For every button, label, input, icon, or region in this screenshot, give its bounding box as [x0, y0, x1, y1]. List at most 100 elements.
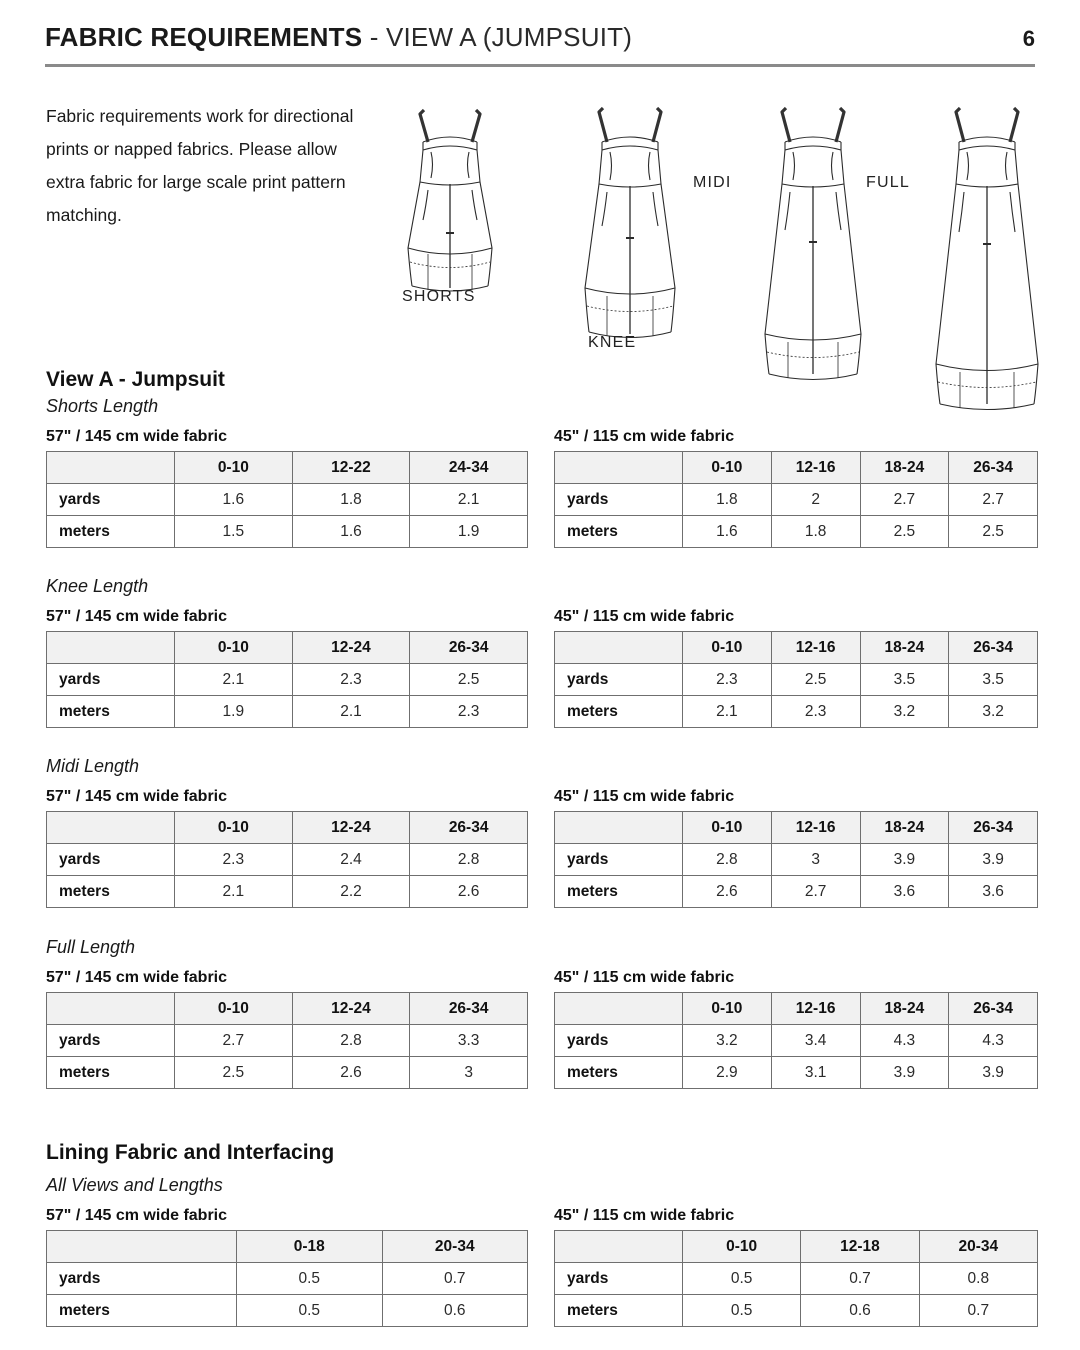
value-cell-yards: 1.6: [174, 483, 293, 516]
value-cell-meters: 3.6: [948, 875, 1038, 908]
table-header-row: 0-18 20-34: [46, 1230, 528, 1263]
fabric-width-45-knee-length: 45" / 115 cm wide fabric: [554, 608, 735, 625]
full-figure: [920, 102, 1055, 427]
value-cell-yards: 2.3: [291, 663, 411, 696]
table-corner-cell: [46, 811, 175, 844]
size-header-cell: 0-18: [236, 1230, 383, 1263]
size-header-cell: 26-34: [948, 631, 1038, 664]
size-header-cell: 0-10: [682, 992, 772, 1025]
table-wrap-57-midi-length: 0-10 12-24 26-34 yards 2.3 2.4 2.8 meters 2.1 2.2…: [46, 811, 528, 908]
table-corner-cell: [46, 631, 175, 664]
length-title-midi-length: Midi Length: [46, 756, 140, 776]
length-title-knee-length: Knee Length: [46, 576, 149, 596]
table-header-row: 0-10 12-24 26-34: [46, 992, 528, 1025]
row-label-meters: meters: [46, 695, 175, 728]
table-row: meters 0.5 0.6 0.7: [554, 1294, 1038, 1327]
table-row: yards 3.2 3.4 4.3 4.3: [554, 1024, 1038, 1057]
value-cell-yards: 2.7: [174, 1024, 293, 1057]
size-header-cell: 0-10: [174, 451, 293, 484]
value-cell-meters: 0.5: [681, 1294, 802, 1327]
value-cell-yards: 2.3: [174, 843, 293, 876]
table-row: meters 1.6 1.8 2.5 2.5: [554, 515, 1038, 548]
size-header-cell: 12-24: [291, 811, 411, 844]
size-header-cell: 26-34: [948, 811, 1038, 844]
lining-right-width-label-wrap: 45" / 115 cm wide fabric: [554, 1207, 734, 1225]
lining-right-fabric-width: 45" / 115 cm wide fabric: [554, 1207, 735, 1224]
value-cell-meters: 1.8: [770, 515, 861, 548]
midi-figure: [748, 102, 878, 397]
view-a-section-title-wrap: View A - Jumpsuit: [46, 368, 225, 392]
value-cell-meters: 2.5: [948, 515, 1038, 548]
value-cell-yards: 4.3: [859, 1024, 950, 1057]
value-cell-meters: 2.1: [682, 695, 772, 728]
value-cell-yards: 3.9: [948, 843, 1038, 876]
fabric-table-45-shorts-length: 0-10 12-16 18-24 26-34 yards 1.8 2 2.7 2.7 meters…: [554, 451, 1038, 548]
value-cell-meters: 2.7: [770, 875, 861, 908]
row-label-yards: yards: [46, 1262, 237, 1295]
value-cell-yards: 2.5: [770, 663, 861, 696]
knee-figure-caption: KNEE: [588, 334, 637, 351]
size-header-cell: 0-10: [174, 631, 293, 664]
table-header-row: 0-10 12-16 18-24 26-34: [554, 451, 1038, 484]
row-label-yards: yards: [554, 1024, 683, 1057]
fabric-width-57-midi-length: 57" / 145 cm wide fabric: [46, 788, 228, 805]
value-cell-meters: 2.1: [291, 695, 411, 728]
row-label-meters: meters: [46, 515, 175, 548]
value-cell-yards: 2.7: [948, 483, 1038, 516]
value-cell-yards: 2.4: [291, 843, 411, 876]
midi-figure-caption: MIDI: [693, 174, 732, 191]
value-cell-meters: 0.5: [236, 1294, 383, 1327]
size-header-cell: 26-34: [409, 631, 528, 664]
size-header-cell: 0-10: [682, 631, 772, 664]
table-row: yards 2.3 2.5 3.5 3.5: [554, 663, 1038, 696]
row-label-yards: yards: [554, 843, 683, 876]
table-corner-cell: [46, 1230, 237, 1263]
table-corner-cell: [554, 992, 683, 1025]
table-wrap-45-midi-length: 0-10 12-16 18-24 26-34 yards 2.8 3 3.9 3.9 meters…: [554, 811, 1038, 908]
intro-paragraph: Fabric requirements work for directional…: [46, 106, 354, 225]
knee-figure: [565, 102, 695, 357]
size-header-cell: 12-16: [770, 631, 861, 664]
size-header-cell: 12-24: [291, 992, 411, 1025]
value-cell-yards: 3.9: [859, 843, 950, 876]
fabric-table-45-midi-length: 0-10 12-16 18-24 26-34 yards 2.8 3 3.9 3.9 meters…: [554, 811, 1038, 908]
size-header-cell: 12-16: [770, 451, 861, 484]
table-row: yards 0.5 0.7 0.8: [554, 1262, 1038, 1295]
value-cell-yards: 2.1: [174, 663, 293, 696]
size-header-cell: 0-10: [682, 451, 772, 484]
table-header-row: 0-10 12-22 24-34: [46, 451, 528, 484]
value-cell-meters: 0.7: [918, 1294, 1038, 1327]
table-row: yards 0.5 0.7: [46, 1262, 528, 1295]
value-cell-meters: 3.9: [948, 1056, 1038, 1089]
table-header-row: 0-10 12-16 18-24 26-34: [554, 811, 1038, 844]
table-row: meters 1.9 2.1 2.3: [46, 695, 528, 728]
value-cell-meters: 1.6: [682, 515, 772, 548]
value-cell-yards: 3.2: [682, 1024, 772, 1057]
value-cell-meters: 1.9: [409, 515, 528, 548]
table-wrap-45-shorts-length: 0-10 12-16 18-24 26-34 yards 1.8 2 2.7 2.7 meters…: [554, 451, 1038, 548]
table-corner-cell: [554, 1230, 683, 1263]
value-cell-meters: 2.2: [291, 875, 411, 908]
table-corner-cell: [46, 451, 175, 484]
value-cell-yards: 3.3: [409, 1024, 528, 1057]
length-title-shorts-length: Shorts Length: [46, 396, 159, 416]
value-cell-yards: 2.8: [291, 1024, 411, 1057]
fabric-table-45-knee-length: 0-10 12-16 18-24 26-34 yards 2.3 2.5 3.5 3.5 mete…: [554, 631, 1038, 728]
table-wrap-45-full-length: 0-10 12-16 18-24 26-34 yards 3.2 3.4 4.3 4.3 mete…: [554, 992, 1038, 1089]
value-cell-meters: 3.2: [948, 695, 1038, 728]
size-header-cell: 12-16: [770, 811, 861, 844]
value-cell-yards: 3.4: [770, 1024, 861, 1057]
row-label-meters: meters: [554, 695, 683, 728]
shorts-figure-caption: SHORTS: [402, 288, 476, 305]
value-cell-meters: 3.1: [770, 1056, 861, 1089]
value-cell-yards: 2: [770, 483, 861, 516]
size-header-cell: 18-24: [859, 992, 950, 1025]
value-cell-meters: 2.3: [770, 695, 861, 728]
table-row: yards 2.8 3 3.9 3.9: [554, 843, 1038, 876]
value-cell-yards: 2.1: [409, 483, 528, 516]
size-header-cell: 18-24: [859, 451, 950, 484]
value-cell-yards: 0.7: [381, 1262, 528, 1295]
page-title-light: - VIEW A (JUMPSUIT): [362, 22, 633, 52]
value-cell-meters: 1.6: [291, 515, 411, 548]
row-label-meters: meters: [46, 1056, 175, 1089]
